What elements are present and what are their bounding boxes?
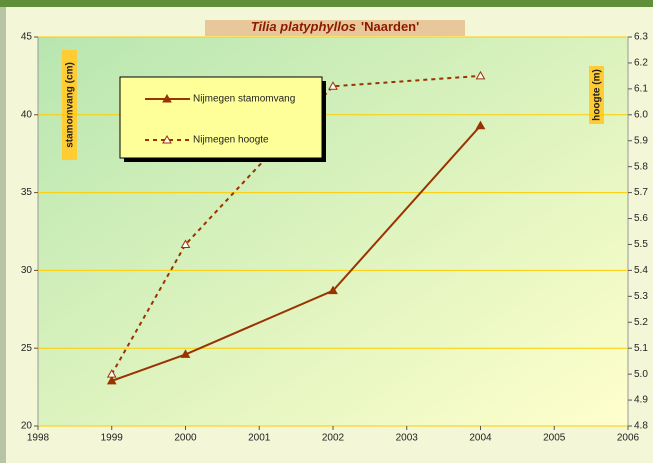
- y-tick-label: 30: [21, 265, 33, 276]
- x-tick-label: 2000: [174, 433, 197, 444]
- marker: [180, 239, 191, 248]
- legend-label: Nijmegen hoogte: [193, 135, 269, 146]
- marker: [328, 285, 338, 295]
- y-axis-label: stamomvang (cm): [65, 62, 76, 148]
- y2-tick-label: 5.7: [634, 187, 648, 198]
- chart-title: Tilia platyphyllos 'Naarden': [251, 19, 419, 34]
- y2-tick-label: 4.8: [634, 421, 648, 432]
- marker: [475, 70, 486, 80]
- y2-tick-label: 5.0: [634, 369, 648, 380]
- y2-tick-label: 5.8: [634, 161, 648, 172]
- x-tick-label: 2003: [396, 433, 419, 444]
- title-cultivar: 'Naarden': [361, 19, 419, 34]
- ylabel-box: [62, 50, 77, 160]
- y2-tick-label: 5.6: [634, 213, 648, 224]
- x-tick-label: 2002: [322, 433, 345, 444]
- marker: [162, 134, 172, 144]
- title-box: [205, 20, 465, 36]
- x-tick-label: 2004: [469, 433, 492, 444]
- left-stripe: [0, 7, 6, 463]
- y-tick-label: 45: [21, 32, 33, 43]
- top-stripe: [0, 0, 653, 7]
- marker: [180, 349, 191, 358]
- x-tick-label: 2005: [543, 433, 566, 444]
- y2-tick-label: 6.3: [634, 32, 648, 43]
- y2-tick-label: 6.2: [634, 58, 648, 69]
- y2-tick-label: 4.9: [634, 395, 648, 406]
- y-tick-label: 35: [21, 187, 33, 198]
- marker: [106, 369, 117, 378]
- y-tick-label: 25: [21, 343, 33, 354]
- y2-axis-label: hoogte (m): [592, 69, 603, 121]
- y2-tick-label: 5.1: [634, 343, 648, 354]
- x-tick-label: 1998: [27, 433, 50, 444]
- x-tick-label: 1999: [101, 433, 124, 444]
- marker: [328, 81, 338, 90]
- marker: [475, 120, 486, 130]
- series-line: [110, 74, 481, 375]
- y2label-box: [589, 66, 604, 124]
- series-line: [111, 125, 482, 382]
- title-species: Tilia platyphyllos: [251, 19, 356, 34]
- y2-tick-label: 5.2: [634, 317, 648, 328]
- y2-tick-label: 5.3: [634, 291, 648, 302]
- legend-label: Nijmegen stamomvang: [193, 94, 295, 105]
- marker: [106, 375, 117, 385]
- x-tick-label: 2001: [248, 433, 271, 444]
- y2-tick-label: 5.9: [634, 135, 648, 146]
- legend: [119, 76, 323, 159]
- y2-tick-label: 6.0: [634, 109, 648, 120]
- marker: [162, 93, 172, 103]
- y-tick-label: 20: [21, 421, 33, 432]
- x-tick-label: 2006: [617, 433, 640, 444]
- y2-tick-label: 6.1: [634, 84, 648, 95]
- y2-tick-label: 5.5: [634, 239, 648, 250]
- y2-tick-label: 5.4: [634, 265, 648, 276]
- y-tick-label: 40: [21, 109, 33, 120]
